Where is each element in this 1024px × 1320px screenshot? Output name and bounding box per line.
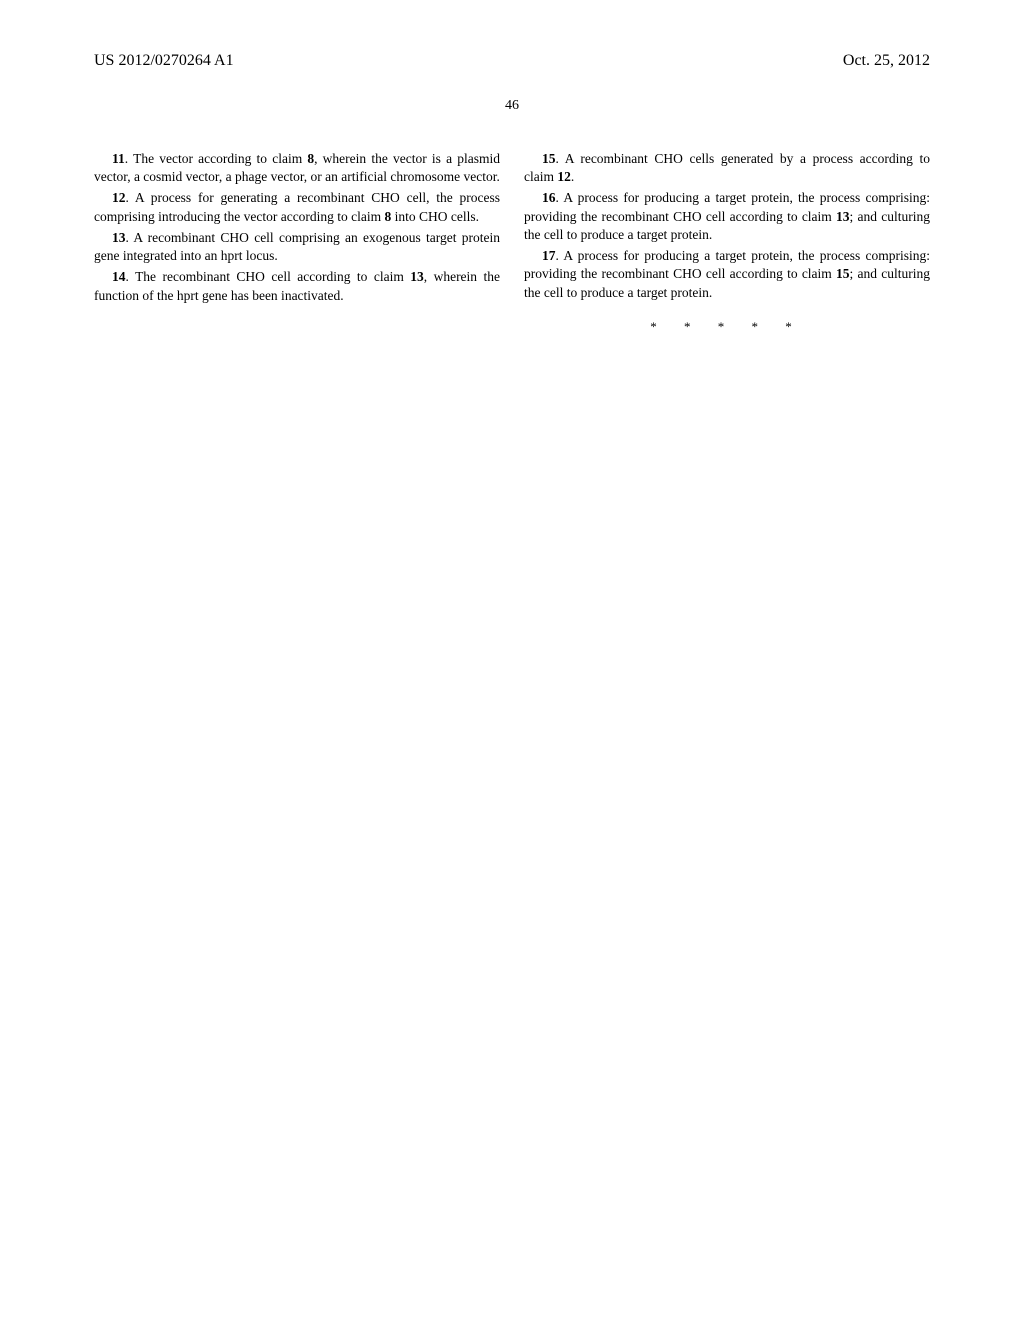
claim-text: . The recombinant CHO cell according to … — [126, 269, 411, 284]
claim-num: 11 — [112, 151, 125, 166]
end-stars: * * * * * — [524, 318, 930, 336]
claim-num: 12 — [112, 190, 126, 205]
publication-date: Oct. 25, 2012 — [843, 52, 930, 70]
claim-num: 13 — [112, 230, 126, 245]
claim-ref: 15 — [836, 266, 850, 281]
claim-13: 13. A recombinant CHO cell comprising an… — [94, 229, 500, 265]
content-columns: 11. The vector according to claim 8, whe… — [94, 150, 930, 335]
claim-12: 12. A process for generating a recombina… — [94, 189, 500, 225]
page-header: US 2012/0270264 A1 Oct. 25, 2012 — [94, 52, 930, 70]
claim-num: 14 — [112, 269, 126, 284]
claim-num: 16 — [542, 190, 556, 205]
claim-11: 11. The vector according to claim 8, whe… — [94, 150, 500, 186]
claim-ref: 13 — [410, 269, 424, 284]
claim-num: 17 — [542, 248, 556, 263]
claim-16: 16. A process for producing a target pro… — [524, 189, 930, 244]
claim-14: 14. The recombinant CHO cell according t… — [94, 268, 500, 304]
claim-num: 15 — [542, 151, 556, 166]
claim-text: . The vector according to claim — [125, 151, 308, 166]
right-column: 15. A recombinant CHO cells generated by… — [524, 150, 930, 335]
claim-text-after: into CHO cells. — [391, 209, 479, 224]
claim-ref: 12 — [557, 169, 571, 184]
claim-text-after: . — [571, 169, 574, 184]
claim-text: . A recombinant CHO cell comprising an e… — [94, 230, 500, 263]
claim-17: 17. A process for producing a target pro… — [524, 247, 930, 302]
patent-number: US 2012/0270264 A1 — [94, 52, 234, 70]
page-container: US 2012/0270264 A1 Oct. 25, 2012 46 11. … — [0, 0, 1024, 335]
claim-text: . A recombinant CHO cells generated by a… — [524, 151, 930, 184]
claim-15: 15. A recombinant CHO cells generated by… — [524, 150, 930, 186]
claim-ref: 13 — [836, 209, 850, 224]
left-column: 11. The vector according to claim 8, whe… — [94, 150, 500, 335]
page-number: 46 — [94, 98, 930, 114]
